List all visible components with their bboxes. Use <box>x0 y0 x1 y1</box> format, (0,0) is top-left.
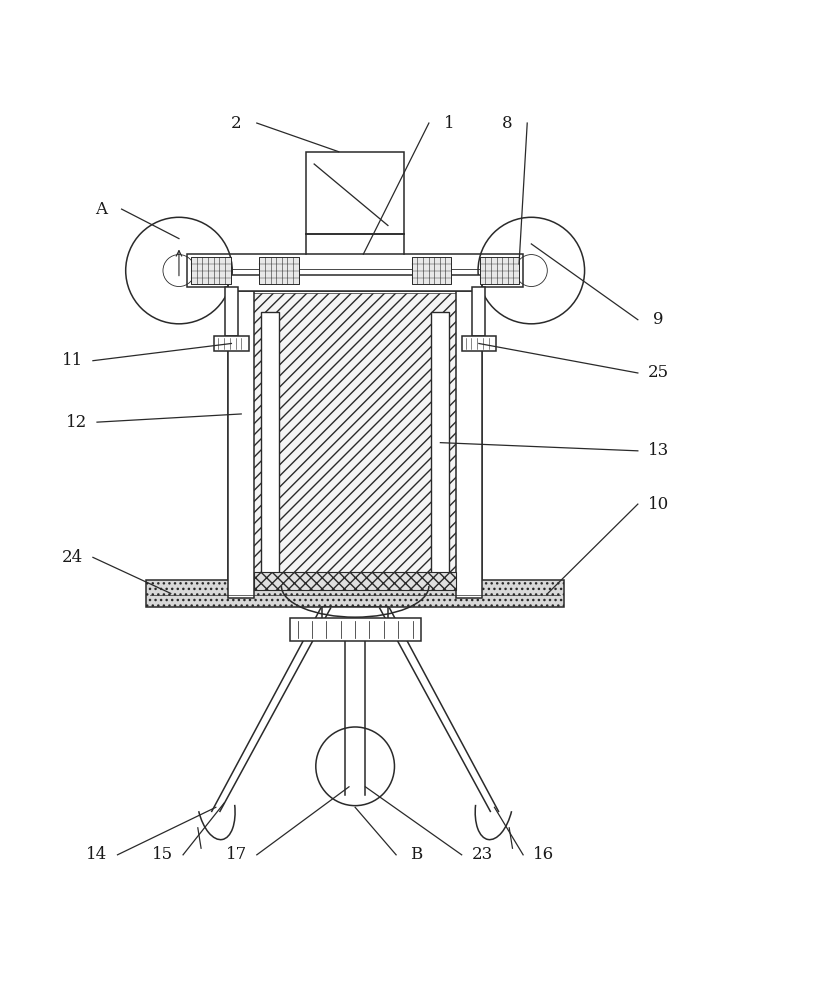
Bar <box>214 336 248 351</box>
Bar <box>323 607 388 627</box>
Text: 10: 10 <box>648 496 669 513</box>
Text: 15: 15 <box>152 846 173 863</box>
Bar <box>225 287 238 336</box>
Bar <box>479 257 519 284</box>
Bar <box>456 291 482 598</box>
Text: 17: 17 <box>226 846 247 863</box>
Bar <box>290 618 421 641</box>
Text: 16: 16 <box>533 846 554 863</box>
Text: 13: 13 <box>648 442 669 459</box>
Bar <box>146 580 564 607</box>
Text: 9: 9 <box>653 311 663 328</box>
Text: 2: 2 <box>231 115 242 132</box>
Bar <box>230 293 480 597</box>
Text: 25: 25 <box>648 364 669 381</box>
Bar <box>462 336 496 351</box>
Text: B: B <box>411 846 422 863</box>
Bar <box>412 257 451 284</box>
Text: 12: 12 <box>66 414 87 431</box>
Text: 23: 23 <box>472 846 493 863</box>
Bar <box>229 291 482 598</box>
Bar <box>191 257 230 284</box>
Bar <box>187 254 523 287</box>
Bar <box>254 572 456 590</box>
Text: 11: 11 <box>62 352 83 369</box>
Text: 14: 14 <box>87 846 107 863</box>
Bar <box>431 312 450 574</box>
Bar <box>259 257 299 284</box>
Text: A: A <box>95 201 107 218</box>
Bar <box>306 152 404 234</box>
Bar <box>229 291 254 598</box>
Text: 1: 1 <box>444 115 455 132</box>
Text: 24: 24 <box>62 549 83 566</box>
Bar <box>261 312 279 574</box>
Bar <box>473 287 485 336</box>
Text: 8: 8 <box>502 115 512 132</box>
Bar <box>229 275 482 291</box>
